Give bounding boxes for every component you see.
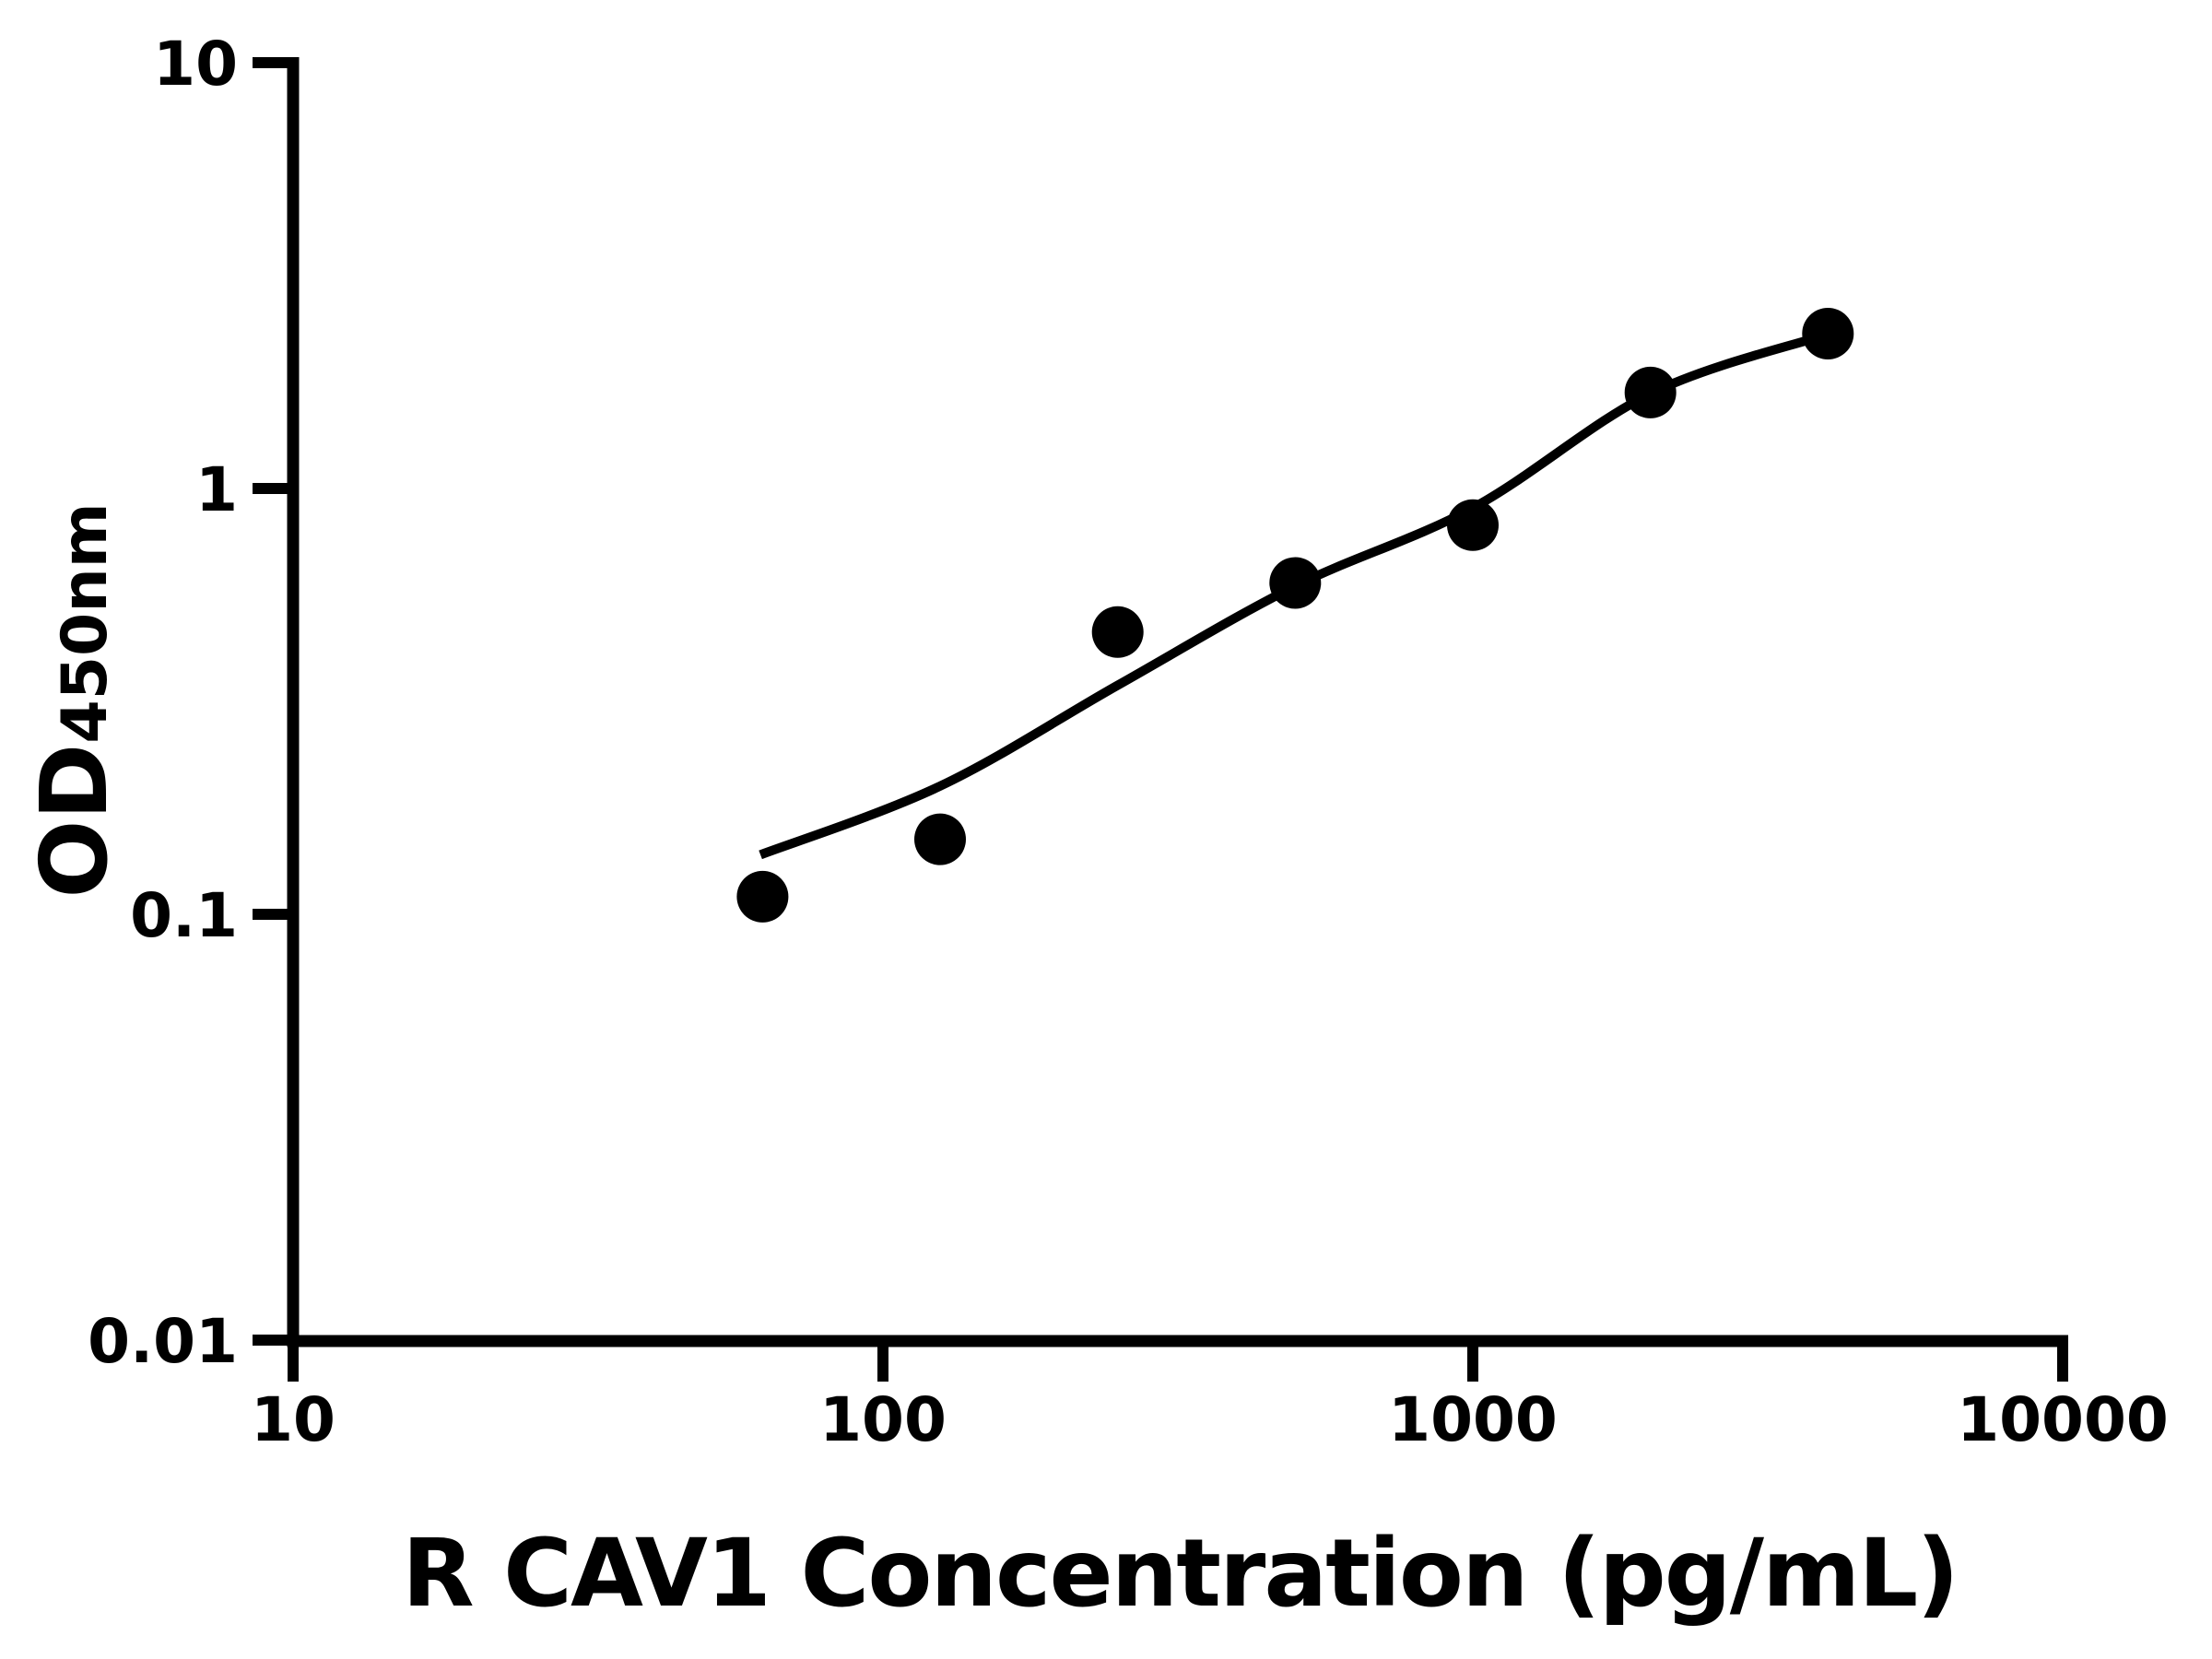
y-tick-label: 0.1: [130, 880, 238, 951]
x-tick-label: 1000: [1388, 1384, 1558, 1455]
data-point: [1269, 557, 1322, 609]
x-axis-title: R CAV1 Concentration (pg/mL): [402, 1519, 1958, 1629]
y-tick-label: 0.01: [88, 1306, 238, 1377]
data-point: [1624, 366, 1677, 418]
data-point: [736, 870, 789, 923]
y-axis-title-main: OD: [20, 744, 128, 899]
y-tick-label: 10: [153, 29, 238, 100]
data-point: [914, 813, 966, 865]
data-point: [1091, 606, 1144, 658]
data-point: [1802, 308, 1854, 359]
x-tick-label: 10: [251, 1384, 335, 1455]
x-tick-label: 100: [819, 1384, 947, 1455]
x-tick-label: 10000: [1957, 1384, 2169, 1455]
y-axis-title: OD450nm: [20, 502, 128, 898]
y-tick-label: 1: [195, 454, 238, 525]
y-axis-title-sub: 450nm: [49, 502, 122, 743]
data-point: [1447, 499, 1499, 551]
